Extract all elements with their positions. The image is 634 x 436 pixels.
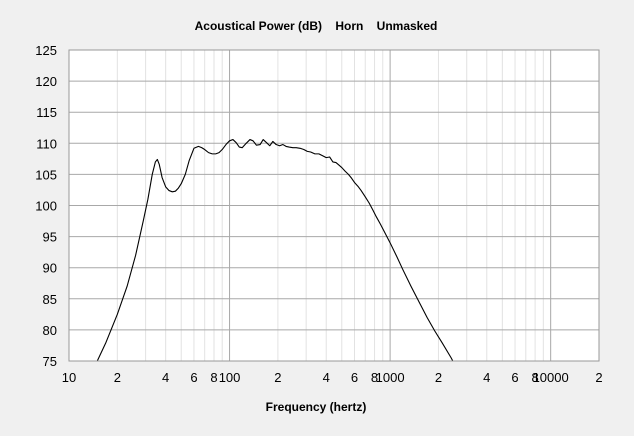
y-tick-label: 100: [35, 199, 57, 214]
x-tick-label: 2: [274, 370, 281, 385]
series-layer: [96, 139, 454, 361]
y-tick-label: 115: [36, 105, 57, 120]
y-tick-label: 85: [43, 292, 57, 307]
y-tick-label: 75: [43, 354, 57, 369]
y-tick-label: 80: [43, 323, 57, 338]
y-tick-label: 120: [35, 74, 57, 89]
y-tick-label: 110: [36, 136, 57, 151]
x-tick-label: 4: [162, 370, 169, 385]
x-tick-label: 10: [62, 370, 76, 385]
x-tick-label: 4: [323, 370, 330, 385]
x-tick-label: 2: [114, 370, 121, 385]
x-tick-label: 1000: [376, 370, 405, 385]
x-tick-label: 10000: [533, 370, 569, 385]
x-tick-label: 6: [511, 370, 518, 385]
x-axis-label: Frequency (hertz): [266, 400, 367, 414]
x-tick-label: 4: [483, 370, 490, 385]
y-tick-label: 95: [43, 230, 57, 245]
x-tick-label: 2: [435, 370, 442, 385]
x-tick-label: 8: [210, 370, 217, 385]
x-tick-label: 8: [371, 370, 378, 385]
plot-frame: [68, 49, 600, 362]
x-tick-label: 8: [531, 370, 538, 385]
y-tick-label: 125: [35, 43, 57, 58]
y-tick-labels: 75 80 85 90 95 100 105 110 115 120 125: [35, 43, 57, 369]
x-tick-label: 2: [595, 370, 602, 385]
series-line: [96, 139, 454, 361]
y-tick-label: 105: [35, 167, 57, 182]
chart-title: Acoustical Power (dB) Horn Unmasked: [195, 19, 438, 33]
x-tick-label: 100: [219, 370, 241, 385]
x-tick-label: 6: [351, 370, 358, 385]
x-tick-label: 6: [190, 370, 197, 385]
y-tick-label: 90: [43, 261, 57, 276]
